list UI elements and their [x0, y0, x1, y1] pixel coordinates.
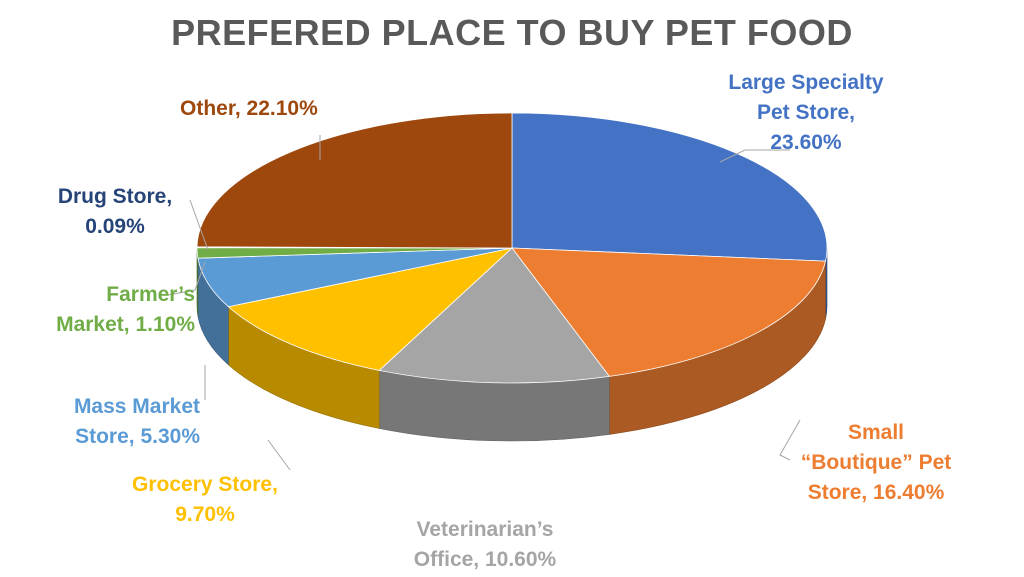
chart-title: PREFERED PLACE TO BUY PET FOOD: [171, 12, 853, 53]
pie-slice-other: [196, 112, 513, 249]
pie-slice-veterinarian-s-office: [378, 247, 611, 384]
pie-top-faces: [196, 112, 828, 384]
pie-slice-grocery-store: [227, 247, 514, 371]
leader-line: [779, 419, 801, 461]
label-farmers-market: Farmer’s Market, 1.10%: [56, 283, 195, 336]
label-large-specialty-pet-store: Large Specialty Pet Store, 23.60%: [728, 71, 884, 154]
pie-slice-small-boutique-pet-store: [511, 247, 827, 377]
label-small-boutique-pet-store: Small “Boutique” Pet Store, 16.40%: [800, 421, 952, 504]
label-veterinarians-office: Veterinarian’s Office, 10.60%: [413, 518, 557, 571]
pie-side-walls: [196, 247, 828, 442]
pie-slice-large-specialty-pet-store: [511, 112, 828, 262]
leader-line: [189, 199, 209, 251]
label-grocery-store: Grocery Store, 9.70%: [132, 473, 278, 526]
leader-line: [267, 439, 291, 471]
leader-line: [167, 261, 206, 296]
label-mass-market-store: Mass Market Store, 5.30%: [73, 395, 200, 448]
leader-line: [719, 149, 790, 163]
label-other: Other, 22.10%: [180, 97, 318, 120]
label-drug-store: Drug Store, 0.09%: [57, 185, 173, 238]
leader-lines: [167, 135, 801, 471]
